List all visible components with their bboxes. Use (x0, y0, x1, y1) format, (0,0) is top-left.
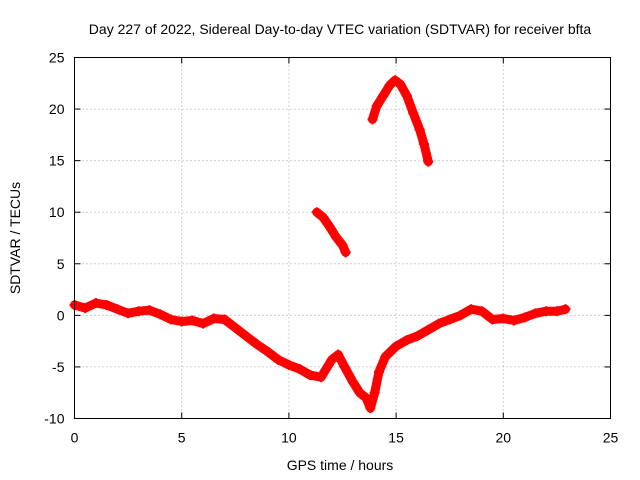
y-tick-label: 20 (49, 101, 65, 117)
x-axis-label: GPS time / hours (287, 457, 394, 473)
data-point (311, 207, 322, 218)
data-point (423, 156, 434, 167)
data-point (509, 315, 520, 326)
data-point (80, 303, 91, 314)
data-point (262, 346, 273, 357)
data-point (414, 124, 425, 135)
data-point (487, 314, 498, 325)
data-point (519, 312, 530, 323)
data-point (476, 306, 487, 317)
data-point (498, 313, 509, 324)
data-point (391, 341, 402, 352)
data-point (316, 372, 327, 383)
x-tick-label: 20 (496, 430, 512, 446)
data-point (401, 90, 412, 101)
data-point (412, 330, 423, 341)
data-point (219, 314, 230, 325)
y-tick-label: 15 (49, 153, 65, 169)
data-point (318, 212, 329, 223)
data-point (560, 304, 571, 315)
data-point (373, 367, 384, 378)
data-point (187, 315, 198, 326)
chart-title: Day 227 of 2022, Sidereal Day-to-day VTE… (89, 21, 592, 37)
data-point (337, 240, 348, 251)
data-point (408, 108, 419, 119)
data-point (551, 306, 562, 317)
data-point (324, 221, 335, 232)
data-point (340, 247, 351, 258)
data-point (144, 305, 155, 316)
y-tick-label: -5 (52, 359, 65, 375)
data-point (305, 370, 316, 381)
data-point (208, 313, 219, 324)
data-point (155, 309, 166, 320)
data-point (541, 306, 552, 317)
y-tick-label: -10 (44, 411, 64, 427)
data-point (333, 349, 344, 360)
data-point (339, 361, 350, 372)
x-tick-label: 10 (281, 430, 297, 446)
data-point (331, 231, 342, 242)
data-point (230, 322, 241, 333)
data-point (395, 79, 406, 90)
tick-labels: 0 5 10 15 20 25 -10 -5 0 5 10 15 20 25 (44, 50, 618, 446)
data-point (433, 318, 444, 329)
data-point (380, 351, 391, 362)
data-point (444, 314, 455, 325)
data-points (69, 75, 571, 414)
x-tick-label: 15 (388, 430, 404, 446)
data-point (390, 75, 401, 86)
data-point (348, 377, 359, 388)
data-point (133, 306, 144, 317)
data-point (283, 359, 294, 370)
x-tick-label: 5 (178, 430, 186, 446)
data-point (354, 387, 365, 398)
data-point (361, 392, 372, 403)
data-point (371, 100, 382, 111)
data-point (251, 339, 262, 350)
data-point (367, 114, 378, 125)
data-point (90, 297, 101, 308)
y-tick-label: 5 (57, 256, 65, 272)
data-point (176, 316, 187, 327)
data-point (165, 314, 176, 325)
data-point (401, 335, 412, 346)
data-point (198, 318, 209, 329)
data-point (378, 90, 389, 101)
data-point (101, 300, 112, 311)
data-point (112, 304, 123, 315)
y-tick-label: 25 (49, 50, 65, 66)
data-point (530, 308, 541, 319)
data-point (241, 330, 252, 341)
plot-frame (74, 57, 611, 419)
data-point (384, 80, 395, 91)
data-point (326, 354, 337, 365)
data-point (455, 310, 466, 321)
x-tick-label: 25 (603, 430, 619, 446)
data-point (365, 403, 376, 414)
data-point (273, 354, 284, 365)
data-point (466, 304, 477, 315)
y-tick-label: 0 (57, 307, 65, 323)
data-point (123, 308, 134, 319)
data-point (369, 387, 380, 398)
x-tick-label: 0 (71, 430, 79, 446)
y-axis-label: SDTVAR / TECUs (7, 182, 23, 294)
axis-ticks (74, 57, 611, 419)
data-point (418, 139, 429, 150)
y-tick-label: 10 (49, 204, 65, 220)
data-point (294, 363, 305, 374)
data-point (423, 324, 434, 335)
